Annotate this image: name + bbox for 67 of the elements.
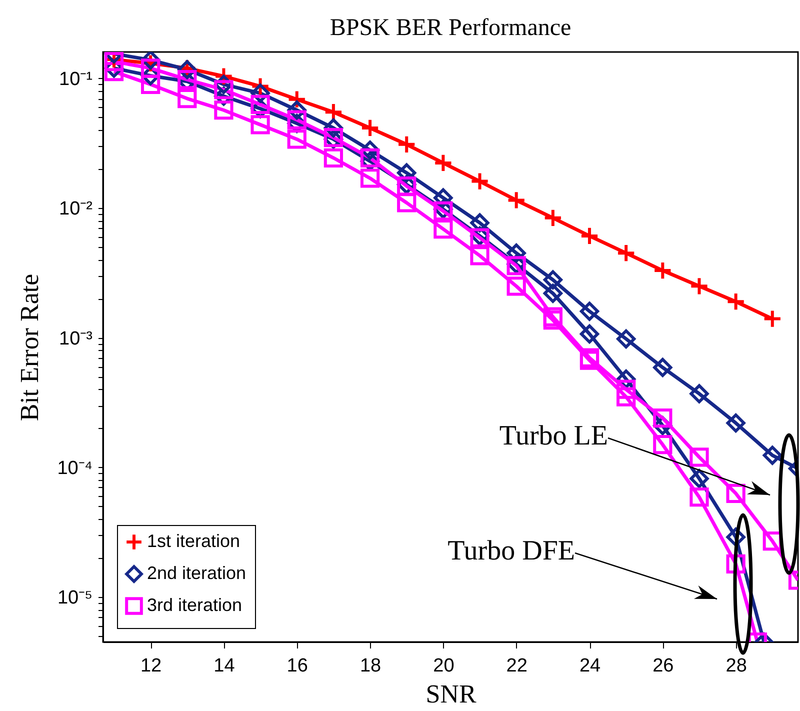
point — [616, 380, 636, 399]
point — [214, 100, 234, 120]
legend-label: 2nd iteration — [147, 563, 246, 583]
annotation: Turbo LE — [499, 420, 608, 452]
point — [580, 226, 600, 246]
x-tick-label: 12 — [140, 656, 162, 676]
y-tick-label: 10⁻² — [59, 198, 92, 220]
x-axis-title: SNR — [426, 680, 477, 708]
point — [434, 153, 453, 173]
point — [580, 302, 600, 321]
point — [178, 88, 197, 108]
point — [543, 208, 562, 228]
x-tick-label: 16 — [286, 656, 308, 676]
x-tick-label: 18 — [360, 656, 382, 676]
point — [360, 168, 380, 188]
point — [690, 488, 709, 507]
y-tick-label: 10⁻⁴ — [57, 458, 92, 479]
point — [397, 134, 416, 154]
x-tick-label: 14 — [214, 656, 236, 676]
point — [726, 292, 746, 312]
point — [616, 244, 636, 263]
y-tick-label: 10⁻¹ — [59, 68, 92, 90]
x-tick-label: 24 — [579, 656, 601, 676]
point — [250, 115, 270, 134]
point — [690, 384, 709, 404]
point — [287, 130, 306, 149]
point — [140, 58, 160, 78]
x-tick-label: 26 — [652, 656, 674, 676]
y-axis-title: Bit Error Rate — [15, 274, 44, 422]
point — [580, 324, 600, 344]
point — [324, 148, 344, 168]
point — [397, 193, 416, 212]
chart-title: BPSK BER Performance — [330, 15, 572, 41]
y-tick-label: 10⁻⁵ — [57, 588, 92, 609]
point — [653, 435, 672, 454]
point — [250, 94, 270, 114]
point — [360, 148, 380, 168]
point — [506, 276, 526, 296]
point — [690, 469, 709, 488]
legend-label: 3rd iteration — [147, 595, 242, 615]
point — [653, 358, 672, 378]
legend-label: 1st iteration — [147, 531, 240, 551]
point — [762, 446, 782, 465]
point — [543, 270, 562, 290]
point — [726, 413, 746, 433]
point — [616, 329, 636, 348]
point — [653, 260, 672, 280]
y-tick-label: 10⁻³ — [59, 328, 92, 350]
point — [616, 387, 636, 406]
point — [470, 246, 490, 266]
x-tick-label: 20 — [433, 656, 454, 676]
point — [690, 276, 709, 296]
point — [104, 62, 124, 82]
x-tick-label: 28 — [726, 656, 747, 676]
point — [762, 309, 782, 328]
point — [214, 80, 234, 100]
point — [360, 118, 380, 138]
point — [506, 190, 526, 210]
x-tick-label: 22 — [506, 656, 528, 676]
point — [543, 284, 562, 303]
point — [690, 448, 709, 467]
point — [470, 172, 490, 191]
annotation: Turbo DFE — [448, 535, 575, 566]
point — [726, 484, 746, 503]
point — [287, 110, 306, 130]
point — [653, 408, 672, 428]
point — [434, 219, 453, 239]
